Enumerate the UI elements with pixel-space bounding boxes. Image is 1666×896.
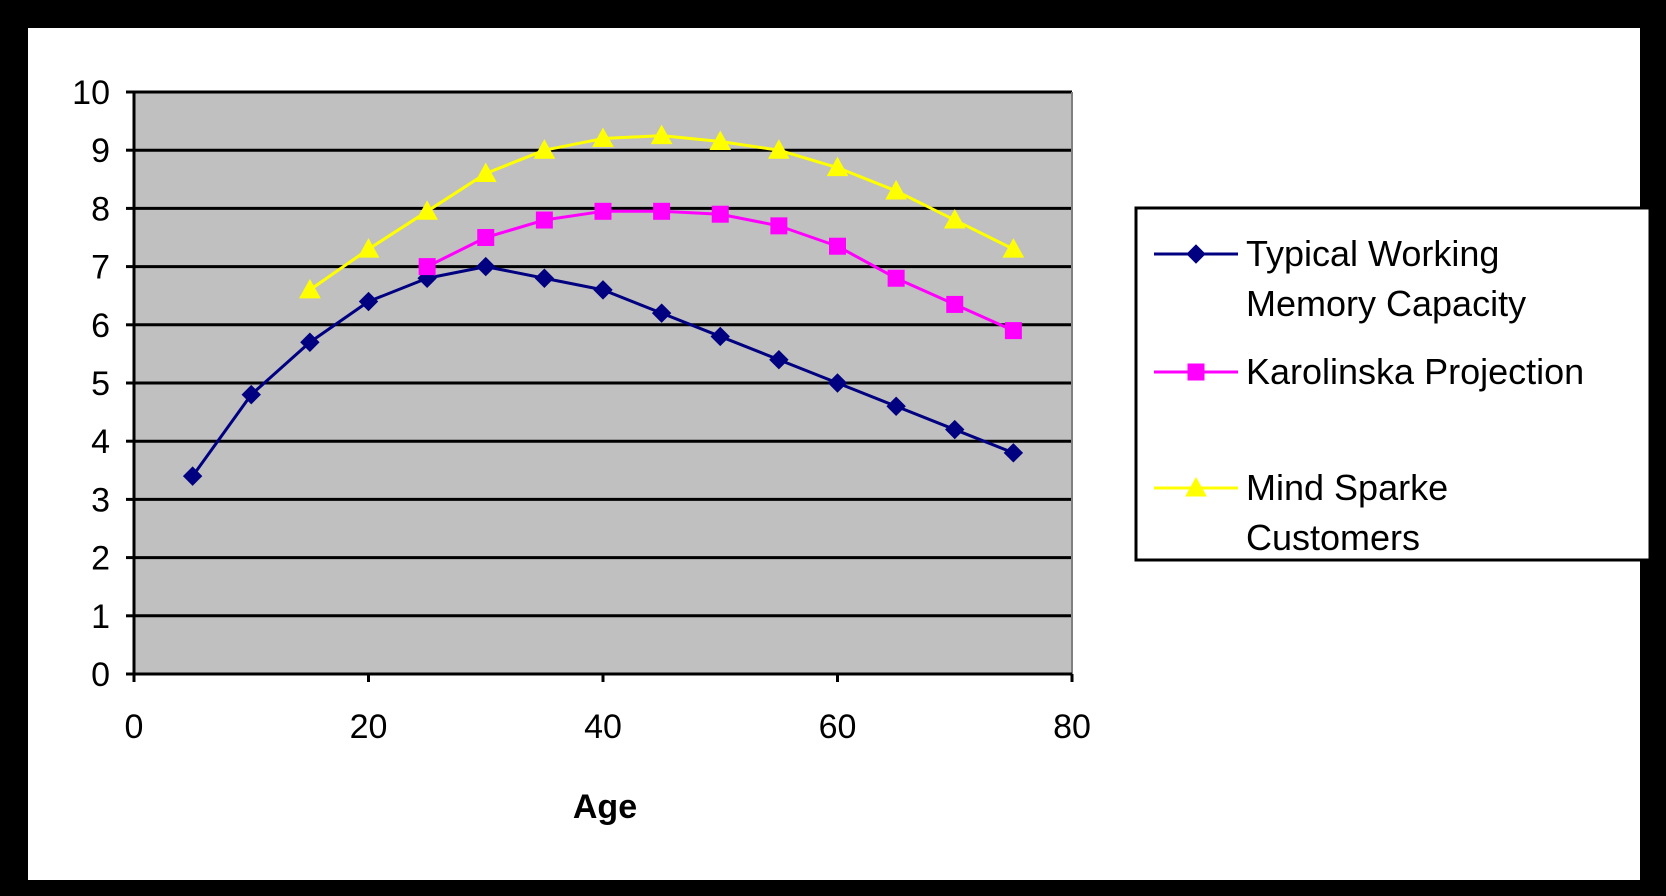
y-tick-label: 6 <box>91 307 110 345</box>
data-point-mind-sparke-customers <box>650 124 673 145</box>
y-tick-label: 2 <box>91 540 110 578</box>
y-tick-label: 5 <box>91 365 110 403</box>
data-point-typical-working-memory-capacity <box>241 384 261 405</box>
data-point-mind-sparke-customers <box>592 127 614 148</box>
series-typical-working-memory-capacity <box>182 256 1024 486</box>
legend-label: Customers <box>1246 517 1420 558</box>
data-point-karolinska-projection <box>711 205 729 223</box>
data-point-mind-sparke-customers <box>943 209 966 229</box>
legend-label: Typical Working <box>1246 233 1499 274</box>
data-point-mind-sparke-customers <box>826 156 849 177</box>
data-point-typical-working-memory-capacity <box>651 303 672 323</box>
y-tick-label: 7 <box>91 249 110 287</box>
data-point-mind-sparke-customers <box>709 130 732 150</box>
data-point-typical-working-memory-capacity <box>827 373 848 393</box>
legend-swatch-marker <box>1187 363 1205 381</box>
data-point-mind-sparke-customers <box>1002 238 1025 258</box>
data-point-typical-working-memory-capacity <box>710 326 730 347</box>
y-tick-label: 9 <box>91 132 110 170</box>
y-tick-label: 10 <box>72 74 110 112</box>
x-tick-label: 20 <box>350 708 388 746</box>
legend-entry-typical-working-memory-capacity: Typical Working Memory Capacity <box>1154 233 1526 324</box>
x-tick-label: 80 <box>1053 708 1091 746</box>
data-point-karolinska-projection <box>887 269 905 287</box>
x-axis-title: Age <box>573 788 637 826</box>
data-point-karolinska-projection <box>653 202 671 220</box>
legend-label: Mind Sparke <box>1246 467 1448 508</box>
y-tick-label: 3 <box>91 481 110 519</box>
y-tick-label: 1 <box>91 598 110 636</box>
legend-entry-mind-sparke-customers: Mind Sparke Customers <box>1154 467 1448 558</box>
data-point-karolinska-projection <box>535 211 553 229</box>
data-point-mind-sparke-customers <box>474 162 497 182</box>
y-tick-label: 0 <box>91 656 110 694</box>
series-layer <box>182 124 1025 486</box>
data-point-typical-working-memory-capacity <box>593 280 613 300</box>
y-tick-label: 4 <box>91 423 110 461</box>
legend-swatch-marker <box>1186 244 1206 264</box>
data-point-mind-sparke-customers <box>299 278 321 299</box>
data-point-typical-working-memory-capacity <box>945 419 965 440</box>
series-mind-sparke-customers <box>299 124 1025 299</box>
data-point-typical-working-memory-capacity <box>886 396 906 416</box>
data-point-karolinska-projection <box>946 295 964 313</box>
data-point-karolinska-projection <box>418 258 436 276</box>
data-point-karolinska-projection <box>829 237 846 255</box>
data-point-typical-working-memory-capacity <box>476 256 496 277</box>
data-point-typical-working-memory-capacity <box>300 332 320 352</box>
x-tick-label: 0 <box>125 708 144 746</box>
legend-label: Karolinska Projection <box>1246 351 1584 392</box>
data-point-karolinska-projection <box>770 217 788 235</box>
y-axis-ticks: 0 1 2 3 4 5 6 7 8 9 10 <box>72 74 134 694</box>
legend-box <box>1134 206 1652 562</box>
legend-label: Memory Capacity <box>1246 283 1526 324</box>
data-point-typical-working-memory-capacity <box>182 466 203 486</box>
data-point-typical-working-memory-capacity <box>534 268 555 288</box>
legend: Typical Working Memory Capacity Karolinska… <box>1134 206 1652 562</box>
x-tick-label: 40 <box>584 708 622 746</box>
data-point-mind-sparke-customers <box>768 139 790 159</box>
data-point-karolinska-projection <box>477 229 495 246</box>
data-point-karolinska-projection <box>1004 322 1022 340</box>
data-point-karolinska-projection <box>594 202 612 220</box>
data-point-typical-working-memory-capacity <box>1003 443 1024 463</box>
legend-swatch-marker <box>1185 476 1207 497</box>
data-point-mind-sparke-customers <box>357 238 380 258</box>
data-point-typical-working-memory-capacity <box>769 350 789 370</box>
x-tick-label: 60 <box>819 708 857 746</box>
data-point-mind-sparke-customers <box>533 139 556 159</box>
y-tick-label: 8 <box>91 190 110 228</box>
data-point-mind-sparke-customers <box>885 179 907 200</box>
data-point-typical-working-memory-capacity <box>358 291 379 312</box>
x-axis-ticks: 0 20 40 60 80 <box>125 674 1091 746</box>
series-karolinska-projection <box>418 202 1022 340</box>
legend-entry-karolinska-projection: Karolinska Projection <box>1154 351 1584 392</box>
data-point-mind-sparke-customers <box>416 200 438 220</box>
